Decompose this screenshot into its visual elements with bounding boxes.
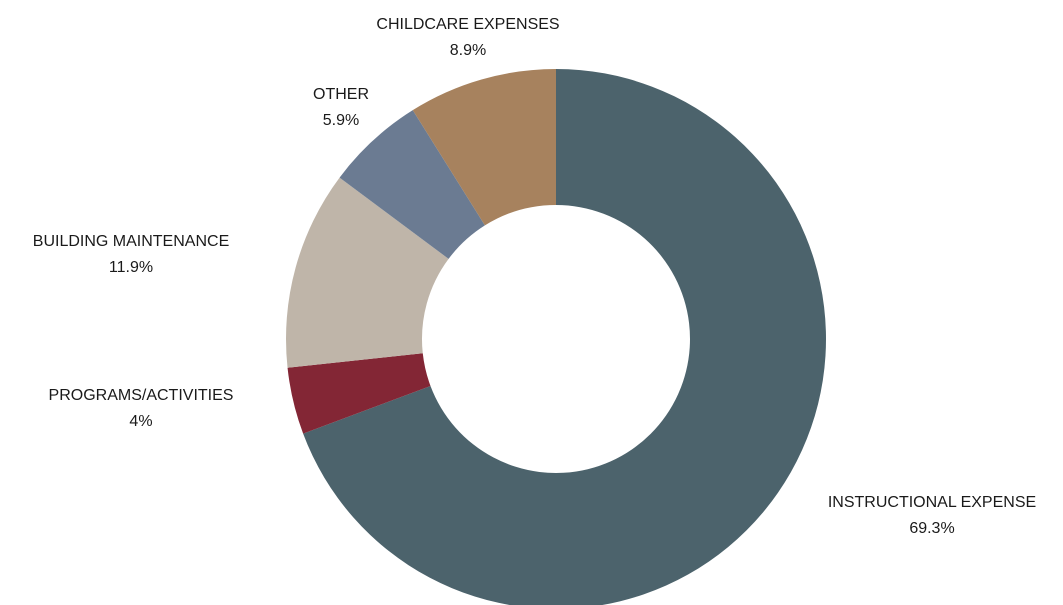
slice-value-instructional-expense: 69.3%: [909, 520, 955, 537]
slice-label-other: OTHER: [313, 86, 369, 103]
slice-value-other: 5.9%: [322, 112, 360, 129]
slice-label-instructional-expense: INSTRUCTIONAL EXPENSE: [827, 494, 1037, 511]
slice-value-building-maintenance: 11.9%: [108, 259, 154, 276]
donut-slices: [286, 69, 827, 605]
slice-label-programs-activities: PROGRAMS/ACTIVITIES: [48, 387, 234, 404]
slice-label-building-maintenance: BUILDING MAINTENANCE: [32, 233, 230, 250]
label-other: OTHER 5.9%: [313, 82, 369, 134]
slice-label-childcare-expenses: CHILDCARE EXPENSES: [376, 16, 560, 33]
label-instructional-expense: INSTRUCTIONAL EXPENSE 69.3%: [828, 490, 1036, 542]
slice-value-programs-activities: 4%: [129, 413, 153, 430]
label-building-maintenance: BUILDING MAINTENANCE 11.9%: [33, 229, 229, 281]
slice-childcare-expenses: [412, 69, 556, 226]
label-childcare-expenses: CHILDCARE EXPENSES 8.9%: [376, 12, 559, 64]
slice-instructional-expense: [303, 69, 827, 605]
label-programs-activities: PROGRAMS/ACTIVITIES 4%: [49, 383, 234, 435]
slice-programs-activities: [287, 353, 431, 434]
slice-other: [339, 110, 485, 259]
slice-value-childcare-expenses: 8.9%: [449, 42, 487, 59]
slice-building-maintenance: [286, 177, 449, 368]
